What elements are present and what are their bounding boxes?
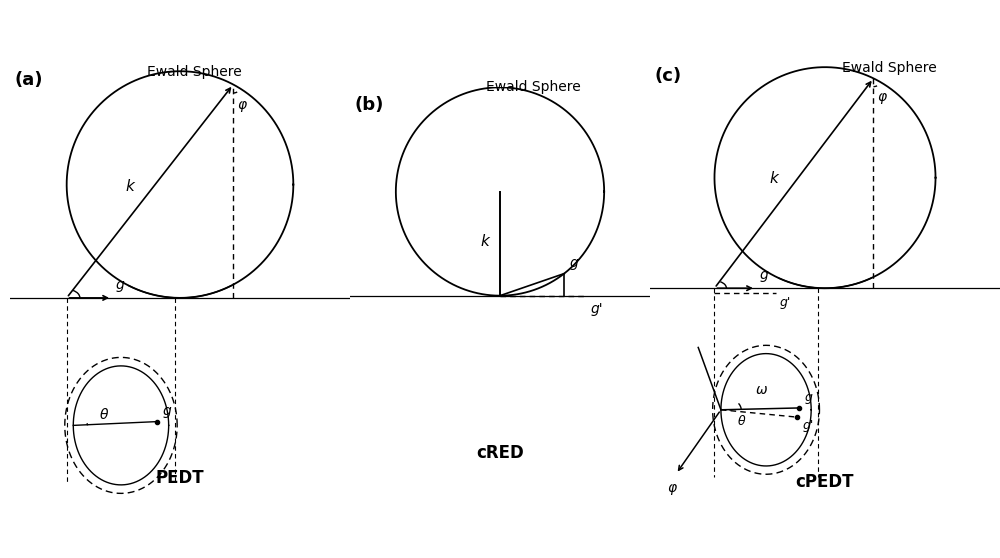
Text: θ: θ — [100, 407, 108, 422]
Text: cPEDT: cPEDT — [796, 473, 854, 491]
Text: Ewald Sphere: Ewald Sphere — [486, 80, 581, 94]
Text: (c): (c) — [655, 67, 682, 85]
Text: PEDT: PEDT — [156, 469, 204, 487]
Text: g: g — [570, 256, 579, 270]
Text: cRED: cRED — [476, 444, 524, 463]
Text: φ: φ — [237, 98, 246, 112]
Text: g': g' — [591, 302, 603, 316]
Text: g: g — [116, 278, 125, 292]
Text: g': g' — [803, 419, 814, 432]
Text: g: g — [163, 404, 171, 418]
Text: φ: φ — [877, 90, 886, 104]
Text: ω: ω — [756, 383, 768, 397]
Text: (b): (b) — [354, 95, 384, 114]
Text: φ: φ — [667, 482, 676, 496]
Text: g': g' — [780, 296, 791, 309]
Text: k: k — [769, 171, 778, 186]
Text: θ: θ — [738, 415, 745, 429]
Text: Ewald Sphere: Ewald Sphere — [147, 65, 242, 79]
Text: Ewald Sphere: Ewald Sphere — [842, 60, 937, 75]
Text: g: g — [805, 391, 813, 404]
Text: g: g — [760, 268, 768, 282]
Text: k: k — [125, 179, 134, 194]
Text: k: k — [480, 234, 489, 249]
Text: (a): (a) — [15, 71, 43, 89]
